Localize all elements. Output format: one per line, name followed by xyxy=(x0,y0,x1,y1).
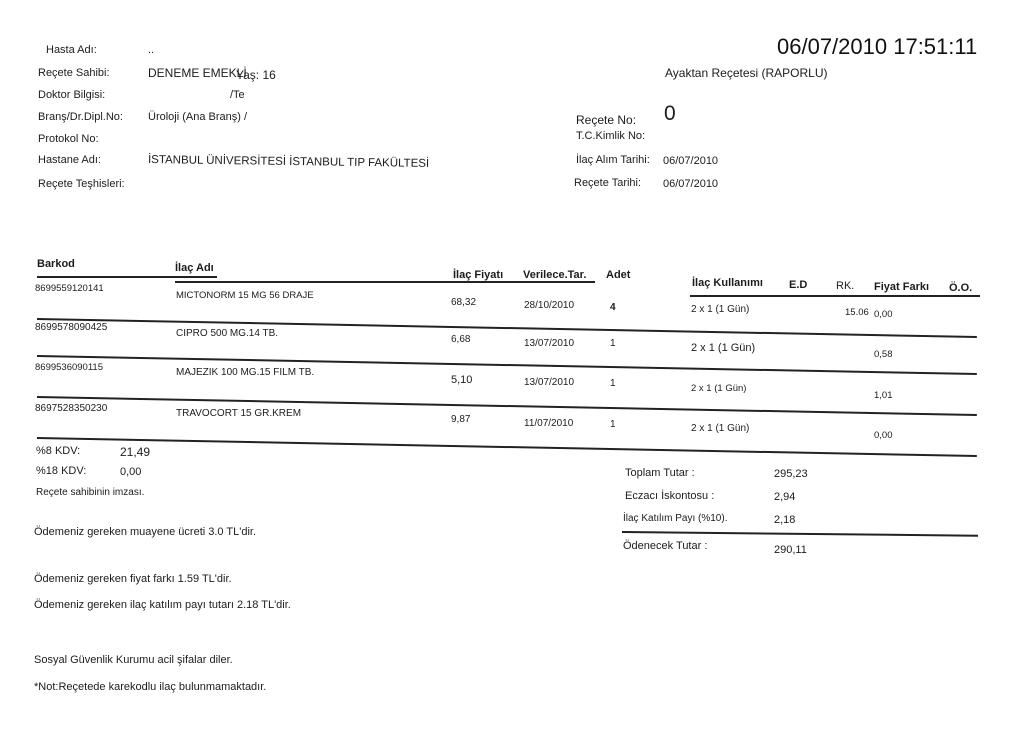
col-oo: Ö.O. xyxy=(949,282,973,294)
col-adet: Adet xyxy=(606,269,631,281)
ilac-alim-value: 06/07/2010 xyxy=(663,155,719,167)
col-verilece-tar: Verilece.Tar. xyxy=(523,269,587,281)
ilac-fiyati: 5,10 xyxy=(451,374,473,386)
verilece-tarih: 28/10/2010 xyxy=(524,300,575,311)
brans-value: Üroloji (Ana Branş) / xyxy=(148,111,248,123)
fiyat-farki: 1,01 xyxy=(874,390,893,401)
print-datetime: 06/07/2010 17:51:11 xyxy=(777,34,978,59)
doktor-label: Doktor Bilgisi: xyxy=(38,89,106,101)
kdv18-label: %18 KDV: xyxy=(36,465,87,477)
note-katilim-payi: Ödemeniz gereken ilaç katılım payı tutar… xyxy=(34,599,291,611)
toplam-value: 295,23 xyxy=(774,468,808,480)
col-barkod: Barkod xyxy=(37,258,75,270)
hastane-label: Hastane Adı: xyxy=(38,154,101,166)
recete-no-value: 0 xyxy=(664,102,676,125)
ilac-fiyati: 6,68 xyxy=(451,334,471,345)
iskonto-value: 2,94 xyxy=(774,491,796,503)
fiyat-farki: 0,58 xyxy=(874,349,893,360)
totals-divider xyxy=(621,531,978,537)
note-sgk: Sosyal Güvenlik Kurumu acil şifalar dile… xyxy=(34,654,233,666)
signature-label: Reçete sahibinin imzası. xyxy=(36,487,145,498)
hasta-adi-label: Hasta Adı: xyxy=(46,44,97,56)
col-rk: RK. xyxy=(836,280,855,292)
col-ilac-fiyati: İlaç Fiyatı xyxy=(453,269,504,281)
adet: 1 xyxy=(610,419,616,430)
ilac-kullanimi: 2 x 1 (1 Gün) xyxy=(691,423,750,434)
ilac-kullanimi: 2 x 1 (1 Gün) xyxy=(691,383,747,394)
tc-kimlik-label: T.C.Kimlik No: xyxy=(576,130,646,142)
ilac-adi: MICTONORM 15 MG 56 DRAJE xyxy=(176,290,314,301)
recete-sahibi-value: DENEME EMEKLİ xyxy=(148,66,247,80)
rk: 15.06 xyxy=(845,307,869,318)
verilece-tarih: 11/07/2010 xyxy=(524,418,574,429)
recete-tarihi-label: Reçete Tarihi: xyxy=(574,177,642,189)
kdv8-label: %8 KDV: xyxy=(36,445,81,457)
ilac-adi: MAJEZIK 100 MG.15 FILM TB. xyxy=(176,367,315,378)
toplam-label: Toplam Tutar : xyxy=(625,467,695,479)
barkod: 8699559120141 xyxy=(35,283,104,294)
teshis-label: Reçete Teşhisleri: xyxy=(38,178,125,190)
recete-no-label: Reçete No: xyxy=(576,113,637,127)
recete-tarihi-value: 06/07/2010 xyxy=(663,178,719,190)
header-divider xyxy=(690,295,980,297)
note-fiyat-farki: Ödemeniz gereken fiyat farkı 1.59 TL'dir… xyxy=(34,573,232,585)
ilac-fiyati: 68,32 xyxy=(451,297,477,308)
doktor-value: /Te xyxy=(230,89,245,101)
barkod: 8699536090115 xyxy=(35,362,103,373)
adet: 4 xyxy=(610,302,616,313)
odenecek-label: Ödenecek Tutar : xyxy=(623,540,708,552)
fiyat-farki: 0,00 xyxy=(874,309,893,320)
note-muayene: Ödemeniz gereken muayene ücreti 3.0 TL'd… xyxy=(34,526,257,538)
verilece-tarih: 13/07/2010 xyxy=(524,377,575,388)
kdv8-value: 21,49 xyxy=(120,445,151,459)
recete-sahibi-label: Reçete Sahibi: xyxy=(38,67,110,79)
iskonto-label: Eczacı İskontosu : xyxy=(625,490,715,502)
brans-label: Branş/Dr.Dipl.No: xyxy=(38,111,123,123)
odenecek-value: 290,11 xyxy=(774,544,807,556)
adet: 1 xyxy=(610,378,616,389)
ilac-fiyati: 9,87 xyxy=(451,414,471,425)
barkod: 8699578090425 xyxy=(35,322,108,333)
fiyat-farki: 0,00 xyxy=(874,430,893,441)
col-ilac-kullanimi: İlaç Kullanımı xyxy=(692,277,763,289)
header-divider xyxy=(175,281,595,283)
barkod: 8697528350230 xyxy=(35,403,108,414)
ilac-adi: TRAVOCORT 15 GR.KREM xyxy=(176,408,302,419)
ilac-alim-label: İlaç Alım Tarihi: xyxy=(576,154,650,166)
ilac-adi: CIPRO 500 MG.14 TB. xyxy=(176,328,279,339)
hasta-adi-value: .. xyxy=(148,44,155,56)
header-divider xyxy=(37,276,217,278)
note-karekod: *Not:Reçetede karekodlu ilaç bulunmamakt… xyxy=(34,681,267,693)
adet: 1 xyxy=(610,338,616,349)
col-ilac-adi: İlaç Adı xyxy=(175,262,214,274)
hastane-value: İSTANBUL ÜNİVERSİTESİ İSTANBUL TIP FAKÜL… xyxy=(147,154,430,170)
ilac-kullanimi: 2 x 1 (1 Gün) xyxy=(691,342,756,354)
col-ed: E.D xyxy=(789,279,808,291)
document-type: Ayaktan Reçetesi (RAPORLU) xyxy=(665,66,828,80)
ilac-kullanimi: 2 x 1 (1 Gün) xyxy=(691,304,750,315)
protokol-label: Protokol No: xyxy=(38,133,99,145)
patient-age: Yaş: 16 xyxy=(236,68,276,82)
verilece-tarih: 13/07/2010 xyxy=(524,338,575,349)
row-divider xyxy=(36,437,977,458)
katilim-label: İlaç Katılım Payı (%10). xyxy=(623,513,728,524)
katilim-value: 2,18 xyxy=(774,514,796,526)
kdv18-value: 0,00 xyxy=(120,466,142,478)
col-fiyat-farki: Fiyat Farkı xyxy=(874,281,930,293)
